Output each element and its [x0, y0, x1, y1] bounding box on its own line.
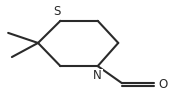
- Text: S: S: [53, 5, 60, 18]
- Text: N: N: [93, 69, 102, 82]
- Text: O: O: [158, 78, 168, 91]
